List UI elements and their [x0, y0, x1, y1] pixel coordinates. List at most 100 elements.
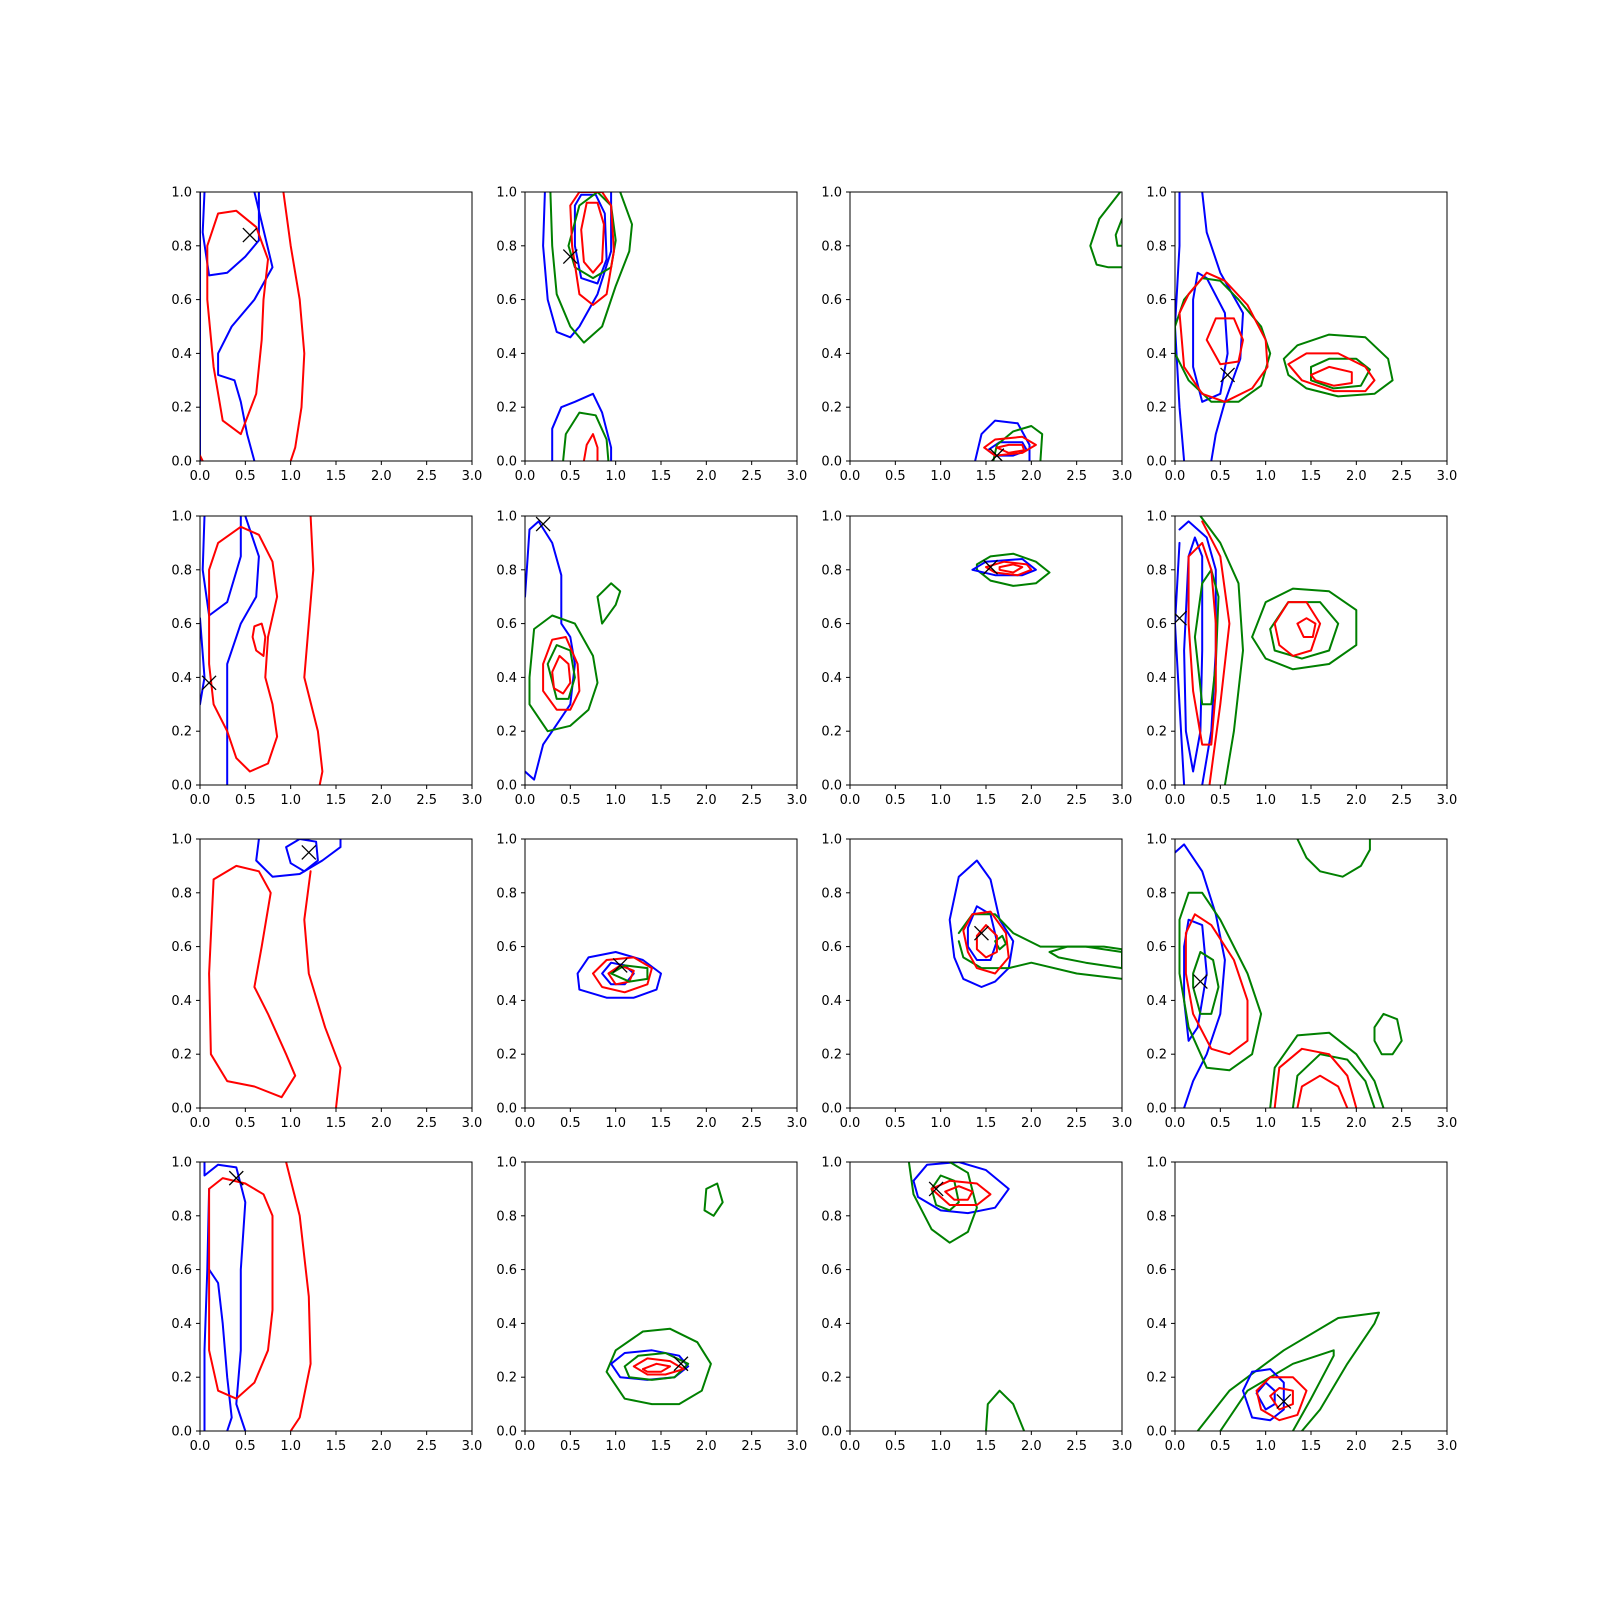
x-marker [928, 1181, 944, 1197]
contour-line-red [208, 1177, 274, 1400]
x-tick-label: 0.5 [560, 793, 581, 808]
y-tick-label: 0.2 [171, 401, 192, 416]
x-tick-label: 0.0 [840, 1439, 861, 1454]
x-tick-label: 0.0 [515, 793, 536, 808]
y-tick-label: 0.8 [821, 239, 842, 254]
x-tick-label: 1.5 [326, 793, 347, 808]
x-tick-label: 1.5 [976, 469, 997, 484]
contour-line-red [551, 654, 572, 695]
contour-line-blue [912, 1162, 1010, 1215]
contour-line-red [206, 209, 269, 436]
y-tick-label: 0.8 [821, 563, 842, 578]
x-tick-label: 1.5 [1301, 793, 1322, 808]
contour-line-blue [1242, 1368, 1285, 1422]
y-tick-label: 0.0 [1146, 1102, 1167, 1117]
y-tick-label: 0.0 [171, 455, 192, 470]
x-tick-label: 1.0 [280, 1116, 301, 1131]
y-tick-label: 0.4 [821, 994, 842, 1009]
x-tick-label: 0.0 [840, 793, 861, 808]
x-tick-label: 3.0 [462, 1116, 483, 1131]
x-tick-label: 1.0 [605, 1116, 626, 1131]
x-tick-label: 1.5 [326, 1439, 347, 1454]
y-tick-label: 0.4 [171, 994, 192, 1009]
y-tick-label: 0.6 [1146, 617, 1167, 632]
contour-line-green [1291, 1053, 1376, 1108]
y-tick-label: 1.0 [171, 510, 192, 525]
contour-line-green [994, 934, 1007, 951]
x-tick-label: 0.0 [515, 1439, 536, 1454]
contour-line-blue [1175, 843, 1226, 1108]
y-tick-label: 0.6 [821, 617, 842, 632]
contour-line-green [1178, 891, 1263, 1072]
x-tick-label: 1.5 [651, 793, 672, 808]
x-tick-label: 1.0 [1255, 469, 1276, 484]
x-tick-label: 0.5 [885, 1439, 906, 1454]
x-tick-label: 0.5 [1210, 1439, 1231, 1454]
y-tick-label: 0.0 [1146, 779, 1167, 794]
y-tick-label: 0.8 [1146, 563, 1167, 578]
y-tick-label: 0.4 [171, 1317, 192, 1332]
contour-line-green [562, 411, 610, 461]
contour-line-blue [1175, 192, 1186, 461]
y-tick-label: 0.8 [821, 1209, 842, 1224]
x-tick-label: 2.0 [696, 469, 717, 484]
y-tick-label: 0.0 [496, 455, 517, 470]
y-tick-label: 1.0 [821, 1156, 842, 1171]
contour-line-red [1296, 1074, 1349, 1108]
contour-line-green [985, 1389, 1026, 1431]
x-tick-label: 1.5 [976, 793, 997, 808]
x-tick-label: 1.0 [930, 1116, 951, 1131]
subplot-4: 0.0 0.5 1.0 1.5 2.0 2.5 3.0 0.0 0.2 0.4 0.6 0.8 1.0 [1146, 186, 1457, 485]
y-tick-label: 0.0 [1146, 1425, 1167, 1440]
x-tick-label: 1.0 [280, 1439, 301, 1454]
y-tick-label: 0.4 [496, 994, 517, 1009]
subplot-3: 0.0 0.5 1.0 1.5 2.0 2.5 3.0 0.0 0.2 0.4 0.6 0.8 1.0 [821, 186, 1132, 485]
y-tick-label: 0.8 [171, 886, 192, 901]
contour-line-red [285, 1162, 312, 1431]
x-tick-label: 1.0 [1255, 1439, 1276, 1454]
y-tick-label: 0.8 [171, 1209, 192, 1224]
y-tick-label: 0.2 [821, 725, 842, 740]
contour-group [1175, 839, 1403, 1108]
contour-line-green [1048, 945, 1122, 970]
y-tick-label: 0.8 [496, 1209, 517, 1224]
x-tick-label: 2.0 [1021, 793, 1042, 808]
x-tick-label: 0.5 [560, 1116, 581, 1131]
x-tick-label: 2.0 [371, 1116, 392, 1131]
contour-line-red [1310, 365, 1353, 387]
y-tick-label: 0.4 [171, 347, 192, 362]
contour-line-red [208, 864, 297, 1099]
x-tick-label: 2.0 [696, 1116, 717, 1131]
x-tick-label: 3.0 [462, 469, 483, 484]
y-tick-label: 0.0 [821, 779, 842, 794]
x-tick-label: 0.5 [560, 469, 581, 484]
y-tick-label: 0.8 [1146, 239, 1167, 254]
y-tick-label: 1.0 [821, 510, 842, 525]
subplot-12: 0.0 0.5 1.0 1.5 2.0 2.5 3.0 0.0 0.2 0.4 0.6 0.8 1.0 [1146, 833, 1457, 1132]
y-tick-label: 0.0 [821, 1425, 842, 1440]
y-tick-label: 0.8 [496, 563, 517, 578]
y-tick-label: 0.2 [1146, 1371, 1167, 1386]
x-tick-label: 0.0 [190, 469, 211, 484]
x-tick-label: 3.0 [1437, 469, 1458, 484]
contour-line-blue [542, 192, 613, 339]
x-marker [301, 844, 317, 860]
y-tick-label: 0.0 [171, 779, 192, 794]
contour-line-blue [1192, 271, 1229, 403]
contour-line-red [582, 433, 599, 461]
contour-line-red [632, 1357, 685, 1376]
x-tick-label: 1.5 [976, 1439, 997, 1454]
x-marker [562, 249, 578, 265]
x-tick-label: 1.0 [280, 793, 301, 808]
x-tick-label: 2.5 [741, 469, 762, 484]
subplot-1: 0.0 0.5 1.0 1.5 2.0 2.5 3.0 0.0 0.2 0.4 0.6 0.8 1.0 [171, 186, 482, 485]
contour-line-green [1282, 333, 1394, 398]
y-tick-label: 0.8 [496, 886, 517, 901]
x-marker [1276, 1393, 1292, 1409]
x-tick-label: 0.5 [885, 1116, 906, 1131]
contour-line-green [975, 552, 1051, 587]
x-marker [535, 516, 551, 532]
x-tick-label: 2.5 [416, 469, 437, 484]
y-tick-label: 0.6 [1146, 293, 1167, 308]
y-tick-label: 0.2 [171, 725, 192, 740]
